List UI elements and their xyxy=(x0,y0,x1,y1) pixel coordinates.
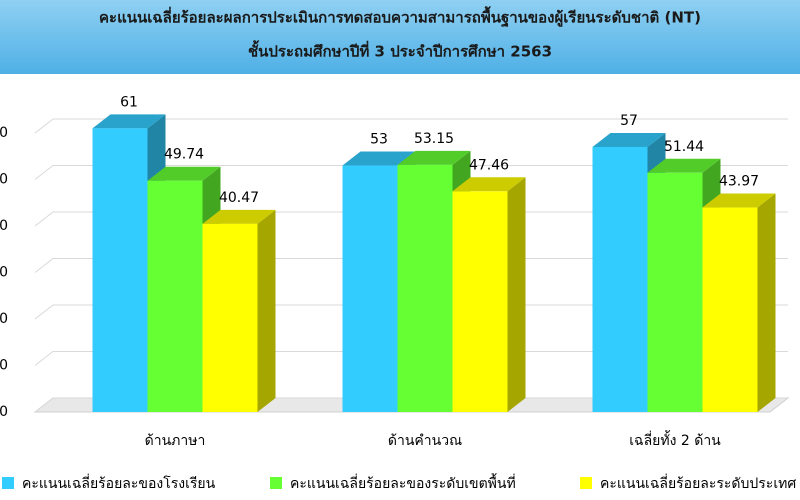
value-label: 49.74 xyxy=(164,147,204,163)
legend-label: คะแนนเฉลี่ยร้อยละของโรงเรียน xyxy=(22,474,216,492)
value-label: 53.15 xyxy=(414,131,454,147)
x-tick-label: ด้านคำนวณ xyxy=(388,433,462,449)
grid-line xyxy=(34,165,788,180)
bar-side xyxy=(507,177,526,412)
y-tick-label: 30 xyxy=(0,265,8,281)
bar-front xyxy=(202,223,258,412)
chart-subtitle: ชั้นประถมศึกษาปีที่ 3 ประจำปีการศึกษา 25… xyxy=(248,40,552,61)
bar xyxy=(202,209,276,412)
legend-swatch xyxy=(580,477,592,489)
x-tick-label: ด้านภาษา xyxy=(145,433,206,449)
bar-top xyxy=(92,114,166,129)
y-tick-label: 40 xyxy=(0,218,8,234)
y-tick-label: 60 xyxy=(0,125,8,141)
y-tick-label: 0 xyxy=(0,404,8,420)
bar-top xyxy=(592,132,666,147)
value-label: 51.44 xyxy=(664,139,704,155)
legend-swatch xyxy=(2,477,14,489)
legend-label: คะแนนเฉลี่ยร้อยละของระดับเขตพื้นที่ xyxy=(290,473,516,492)
value-label: 53 xyxy=(370,132,388,148)
grid-line xyxy=(34,258,788,273)
bar-top xyxy=(452,177,526,192)
bar-top xyxy=(202,209,276,224)
bar-front xyxy=(397,164,453,412)
bar-front xyxy=(452,191,508,412)
grid-line xyxy=(34,397,788,413)
bar xyxy=(452,177,526,412)
value-label: 57 xyxy=(620,113,638,129)
chart-title: คะแนนเฉลี่ยร้อยละผลการประเมินการทดสอบควา… xyxy=(99,6,701,28)
bar-top xyxy=(702,193,776,208)
bar-top xyxy=(147,166,221,181)
bar-top xyxy=(342,151,416,166)
y-tick-label: 50 xyxy=(0,172,8,188)
bar-side xyxy=(257,209,276,412)
bar-side xyxy=(757,193,776,412)
bar-top xyxy=(397,150,471,165)
title-banner xyxy=(0,0,800,74)
value-label: 61 xyxy=(120,94,138,110)
bar xyxy=(342,151,416,413)
grid-line xyxy=(34,351,788,366)
bar-front xyxy=(647,172,703,412)
y-tick-label: 20 xyxy=(0,311,8,327)
legend-swatch xyxy=(270,477,282,489)
bar-front xyxy=(342,165,398,412)
value-label: 40.47 xyxy=(219,190,259,206)
bar-front xyxy=(147,180,203,412)
bar-front xyxy=(92,128,148,412)
legend-label: คะแนนเฉลี่ยร้อยละระดับประเทศ xyxy=(600,474,796,492)
grid-line xyxy=(34,118,788,134)
bar-front xyxy=(592,146,648,412)
bar-top xyxy=(647,158,721,173)
y-tick-label: 10 xyxy=(0,358,8,374)
grid-line xyxy=(34,304,788,320)
bar-front xyxy=(702,207,758,412)
value-label: 43.97 xyxy=(719,174,759,190)
value-label: 47.46 xyxy=(469,157,509,173)
grid-line xyxy=(34,211,788,227)
bar xyxy=(702,193,776,412)
x-tick-label: เฉลี่ยทั้ง 2 ด้าน xyxy=(629,430,721,449)
